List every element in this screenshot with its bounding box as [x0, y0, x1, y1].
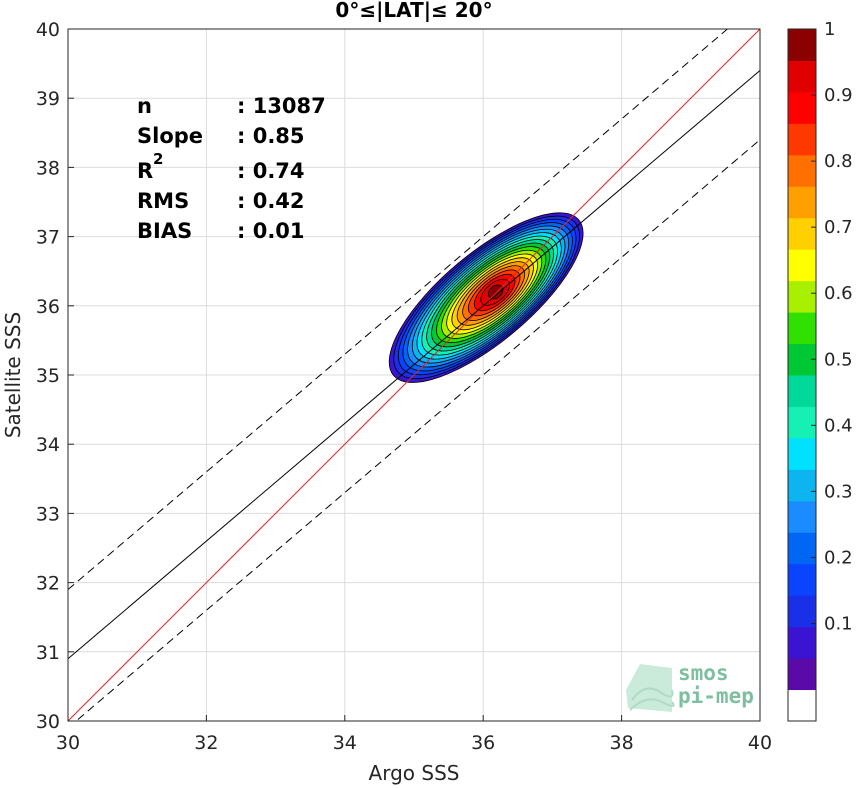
colorbar-segment: [788, 532, 816, 565]
colorbar-tick-label: 0.3: [824, 481, 853, 502]
colorbar-tick-label: 0.7: [824, 217, 853, 238]
line-upper-bound: [68, 29, 729, 590]
stat-label-slope: Slope: [137, 124, 203, 148]
y-tick-label: 36: [36, 296, 60, 318]
colorbar-segment: [788, 658, 816, 691]
y-tick-label: 33: [36, 503, 60, 525]
y-axis-ticks: 30 31 32 33 34 35 36 37 38 39 40: [36, 19, 74, 733]
line-lower-bound: [75, 139, 760, 721]
colorbar-tick-label: 0.8: [824, 151, 853, 172]
stat-label-r2-sup: 2: [153, 150, 163, 168]
colorbar-segment: [788, 500, 816, 533]
x-axis-ticks: 30 32 34 36 38 40: [56, 715, 772, 754]
y-tick-label: 34: [36, 434, 60, 456]
stat-value-n: : 13087: [237, 94, 326, 118]
stat-value-rms: : 0.42: [237, 189, 305, 213]
logo-waves-icon: [626, 664, 675, 712]
colorbar-segment: [788, 689, 816, 722]
colorbar-segment: [788, 563, 816, 596]
colorbar-segment: [788, 469, 816, 502]
x-tick-label: 34: [333, 732, 357, 754]
y-tick-label: 30: [36, 711, 60, 733]
x-tick-label: 38: [610, 732, 634, 754]
stat-value-slope: : 0.85: [237, 124, 305, 148]
colorbar-segment: [788, 595, 816, 628]
colorbar-frame: [787, 28, 817, 722]
stat-label-bias: BIAS: [137, 219, 192, 243]
grid: [67, 28, 761, 722]
logo-text-line2: pi-mep: [678, 684, 754, 708]
colorbar-segment: [788, 249, 816, 282]
stat-label-r2: R: [137, 159, 153, 183]
colorbar-segment: [788, 123, 816, 156]
colorbar-tick-label: 0.4: [824, 415, 853, 436]
y-tick-label: 32: [36, 573, 60, 595]
colorbar-tick-label: 0.2: [824, 547, 853, 568]
colorbar-segment: [788, 406, 816, 439]
chart-title: 0°≤|LAT|≤ 20°: [335, 0, 492, 22]
colorbar-segment: [788, 375, 816, 407]
stat-value-bias: : 0.01: [237, 219, 305, 243]
colorbar-segment: [788, 217, 816, 250]
fit-lines: [68, 29, 760, 721]
stat-label-n: n: [137, 94, 152, 118]
colorbar-segment: [788, 186, 816, 219]
x-axis-label: Argo SSS: [369, 761, 460, 785]
x-tick-label: 36: [471, 732, 495, 754]
density-contours: [388, 212, 584, 383]
x-tick-label: 32: [194, 732, 218, 754]
colorbar-segment: [788, 60, 816, 93]
colorbar-segment: [788, 437, 816, 470]
colorbar-tick-label: 0.5: [824, 349, 853, 370]
stats-block: n : 13087 Slope : 0.85 R 2 : 0.74 RMS : …: [137, 94, 326, 243]
y-tick-label: 40: [36, 19, 60, 41]
y-tick-label: 31: [36, 642, 60, 664]
stat-label-rms: RMS: [137, 189, 189, 213]
colorbar-tick-label: 0.6: [824, 283, 853, 304]
colorbar-tick-label: 0.9: [824, 85, 853, 106]
line-identity: [68, 29, 760, 721]
y-tick-label: 38: [36, 157, 60, 179]
colorbar-tick-label: 0.1: [824, 613, 853, 634]
colorbar-tick-label: 1: [824, 19, 835, 40]
line-regression-fit: [68, 70, 760, 660]
y-axis-label: Satellite SSS: [1, 312, 25, 438]
colorbar-segment: [788, 280, 816, 313]
y-tick-label: 37: [36, 227, 60, 249]
x-tick-label: 40: [748, 732, 772, 754]
colorbar: [788, 29, 816, 722]
colorbar-segment: [788, 626, 816, 659]
colorbar-segment: [788, 312, 816, 345]
colorbar-ticks: 0.1 0.2 0.3 0.4 0.5 0.6 0.7 0.8 0.9 1: [811, 19, 853, 634]
x-tick-label: 30: [56, 732, 80, 754]
smos-pimep-logo: smos pi-mep: [626, 661, 754, 712]
logo-text-line1: smos: [678, 661, 729, 685]
stat-value-r2: : 0.74: [237, 159, 305, 183]
y-tick-label: 35: [36, 365, 60, 387]
y-tick-label: 39: [36, 88, 60, 110]
colorbar-segment: [788, 91, 816, 124]
colorbar-segment: [788, 29, 816, 61]
colorbar-segment: [788, 154, 816, 187]
